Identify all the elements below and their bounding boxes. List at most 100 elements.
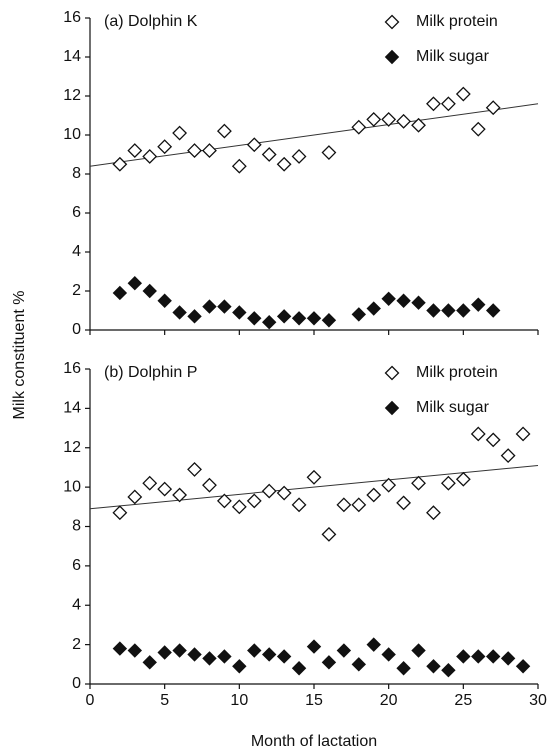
data-point	[261, 314, 277, 330]
data-point	[381, 291, 396, 307]
data-point	[232, 305, 247, 320]
data-point	[426, 303, 441, 318]
legend-label: Milk protein	[416, 364, 498, 381]
y-tick-label: 10	[63, 126, 81, 143]
data-point	[231, 158, 247, 174]
data-point	[276, 649, 292, 664]
data-point	[321, 526, 337, 542]
data-point	[202, 477, 217, 493]
data-point	[485, 432, 501, 448]
data-point	[470, 426, 486, 442]
data-point	[291, 149, 307, 164]
data-point	[366, 487, 382, 503]
y-tick-label: 2	[72, 636, 81, 653]
data-point	[381, 111, 397, 127]
data-point	[276, 309, 292, 324]
data-point	[261, 483, 277, 499]
data-point	[470, 121, 486, 137]
data-point	[336, 497, 352, 513]
data-point	[411, 117, 426, 133]
data-point	[276, 485, 292, 501]
x-tick-label: 0	[86, 692, 95, 709]
y-tick-label: 2	[72, 282, 81, 299]
data-point	[246, 137, 262, 153]
x-tick-label: 30	[529, 692, 547, 709]
data-point	[411, 475, 426, 491]
y-tick-label: 12	[63, 87, 81, 104]
data-point	[112, 505, 128, 521]
y-tick-label: 16	[63, 360, 81, 377]
data-point	[231, 499, 247, 515]
data-point	[127, 643, 143, 658]
data-point	[306, 639, 322, 654]
data-point	[396, 113, 412, 129]
legend-marker	[384, 400, 400, 416]
data-point	[112, 285, 128, 301]
panel-title: (a) Dolphin K	[104, 13, 198, 30]
data-point	[142, 149, 158, 164]
x-axis-label: Month of lactation	[251, 733, 377, 750]
data-point	[172, 643, 187, 658]
data-point	[187, 461, 202, 477]
data-point	[500, 651, 516, 666]
data-point	[515, 426, 531, 442]
y-tick-label: 6	[72, 204, 81, 221]
data-point	[291, 497, 307, 513]
y-tick-label: 0	[72, 321, 81, 338]
data-point	[261, 147, 277, 162]
x-tick-label: 15	[305, 692, 323, 709]
data-point	[411, 295, 426, 310]
data-point	[217, 649, 232, 664]
data-point	[216, 123, 232, 139]
y-tick-label: 10	[63, 478, 81, 495]
legend-marker	[384, 14, 400, 30]
data-point	[381, 477, 397, 493]
data-point	[247, 311, 262, 326]
data-point	[246, 493, 262, 509]
data-point	[306, 311, 322, 326]
data-point	[485, 303, 501, 318]
y-tick-label: 6	[72, 557, 81, 574]
y-axis-label: Milk constituent %	[11, 291, 28, 420]
data-point	[366, 301, 381, 316]
data-point	[202, 651, 217, 666]
data-point	[366, 637, 381, 652]
data-point	[351, 657, 367, 672]
data-point	[157, 645, 172, 660]
data-point	[366, 111, 382, 127]
data-point	[485, 649, 501, 664]
y-tick-label: 0	[72, 675, 81, 692]
data-point	[127, 143, 143, 159]
data-point	[172, 125, 188, 141]
data-point	[426, 659, 441, 674]
data-point	[351, 307, 367, 322]
data-point	[112, 156, 128, 172]
data-point	[187, 309, 202, 324]
data-point	[142, 475, 158, 491]
x-tick-label: 20	[380, 692, 398, 709]
data-point	[336, 643, 352, 658]
data-point	[396, 661, 411, 676]
data-point	[440, 96, 456, 112]
data-point	[157, 293, 172, 308]
x-tick-label: 10	[230, 692, 248, 709]
data-point	[321, 655, 337, 670]
data-point	[441, 303, 456, 318]
legend-marker	[384, 49, 400, 65]
data-point	[321, 313, 337, 328]
data-point	[411, 643, 426, 658]
data-point	[515, 659, 531, 674]
data-point	[455, 471, 471, 487]
data-point	[217, 299, 232, 314]
data-point	[112, 641, 128, 656]
data-point	[216, 493, 232, 509]
data-point	[291, 661, 307, 676]
data-point	[500, 448, 516, 464]
legend-label: Milk protein	[416, 13, 498, 30]
y-tick-label: 8	[72, 165, 81, 182]
y-tick-label: 4	[72, 596, 81, 613]
data-point	[202, 299, 217, 314]
x-tick-label: 25	[454, 692, 472, 709]
y-tick-label: 14	[63, 400, 81, 417]
data-point	[157, 481, 173, 497]
